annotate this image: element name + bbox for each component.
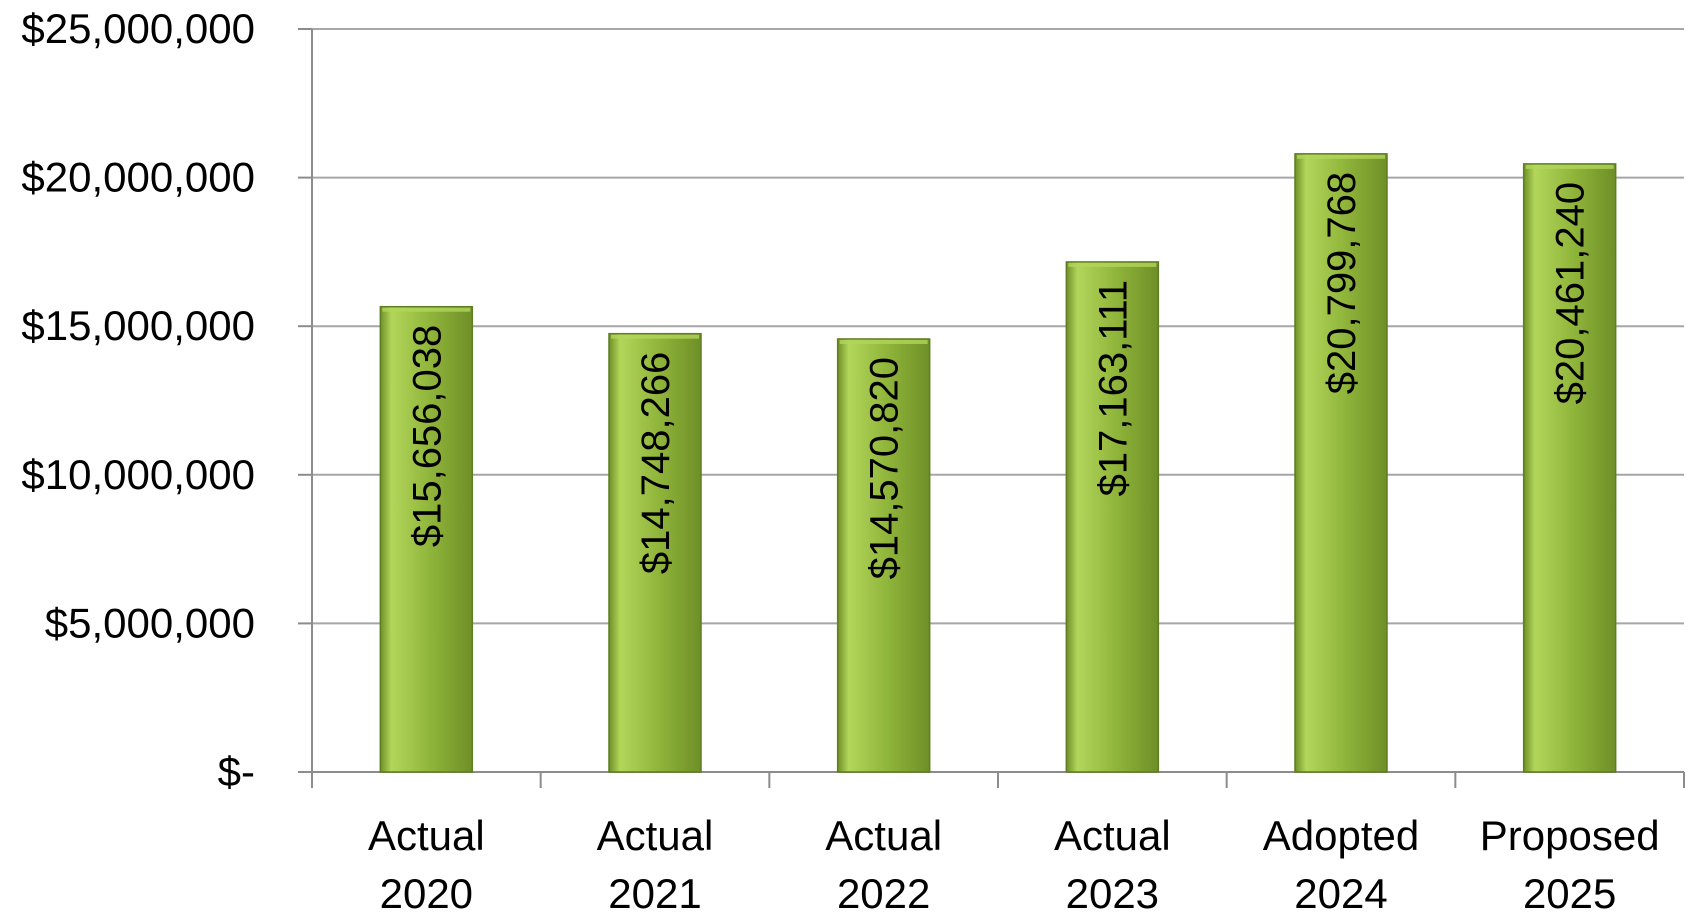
- data-label: $15,656,038: [405, 325, 449, 547]
- bar-top-highlight: [839, 339, 928, 344]
- y-tick-label: $25,000,000: [21, 5, 255, 52]
- bar-top-highlight: [382, 307, 471, 312]
- labels: $- $5,000,000 $10,000,000 $15,000,000 $20,00…: [21, 5, 1659, 912]
- data-label: $17,163,111: [1091, 280, 1135, 497]
- x-tick-label: Actual: [368, 812, 485, 859]
- x-tick-label: Proposed: [1480, 812, 1660, 859]
- data-label: $20,461,240: [1549, 182, 1593, 404]
- x-tick-label: 2024: [1294, 870, 1387, 912]
- bar: [1522, 163, 1617, 773]
- x-tick-label: Actual: [597, 812, 714, 859]
- bar: [608, 332, 702, 773]
- bar: [379, 305, 474, 773]
- y-tick-label: $15,000,000: [21, 302, 255, 349]
- x-tick-label: 2022: [837, 870, 930, 912]
- bar-top-highlight: [1525, 164, 1614, 169]
- x-tick-label: Actual: [825, 812, 942, 859]
- bar: [1065, 261, 1160, 773]
- bar-top-highlight: [611, 334, 699, 339]
- y-tick-label: $-: [218, 748, 255, 795]
- bar-top-highlight: [1297, 154, 1385, 159]
- x-tick-label: 2021: [608, 870, 701, 912]
- y-tick-label: $10,000,000: [21, 451, 255, 498]
- x-tick-label: Actual: [1054, 812, 1171, 859]
- bar: [1294, 153, 1388, 773]
- x-tick-label: 2023: [1066, 870, 1159, 912]
- y-tick-label: $20,000,000: [21, 154, 255, 201]
- data-label: $20,799,768: [1320, 172, 1364, 394]
- bar: [836, 338, 931, 773]
- x-tick-label: Adopted: [1263, 812, 1419, 859]
- y-tick-label: $5,000,000: [45, 599, 255, 646]
- x-tick-label: 2025: [1523, 870, 1616, 912]
- gridlines: [312, 28, 1684, 625]
- data-label: $14,748,266: [634, 352, 678, 574]
- bar-top-highlight: [1068, 262, 1157, 267]
- data-label: $14,570,820: [863, 357, 907, 579]
- axes: [298, 28, 1685, 788]
- bars: [379, 153, 1617, 773]
- x-tick-label: 2020: [380, 870, 473, 912]
